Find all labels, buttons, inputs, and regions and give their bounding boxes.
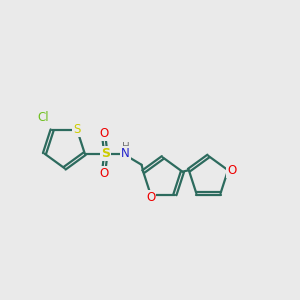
Text: O: O (99, 127, 109, 140)
Text: Cl: Cl (37, 111, 49, 124)
Text: N: N (121, 147, 130, 160)
Text: S: S (101, 147, 110, 160)
Text: H: H (122, 142, 130, 152)
Text: O: O (99, 167, 109, 180)
Text: O: O (146, 191, 155, 204)
Text: O: O (227, 164, 236, 177)
Text: S: S (74, 123, 81, 136)
